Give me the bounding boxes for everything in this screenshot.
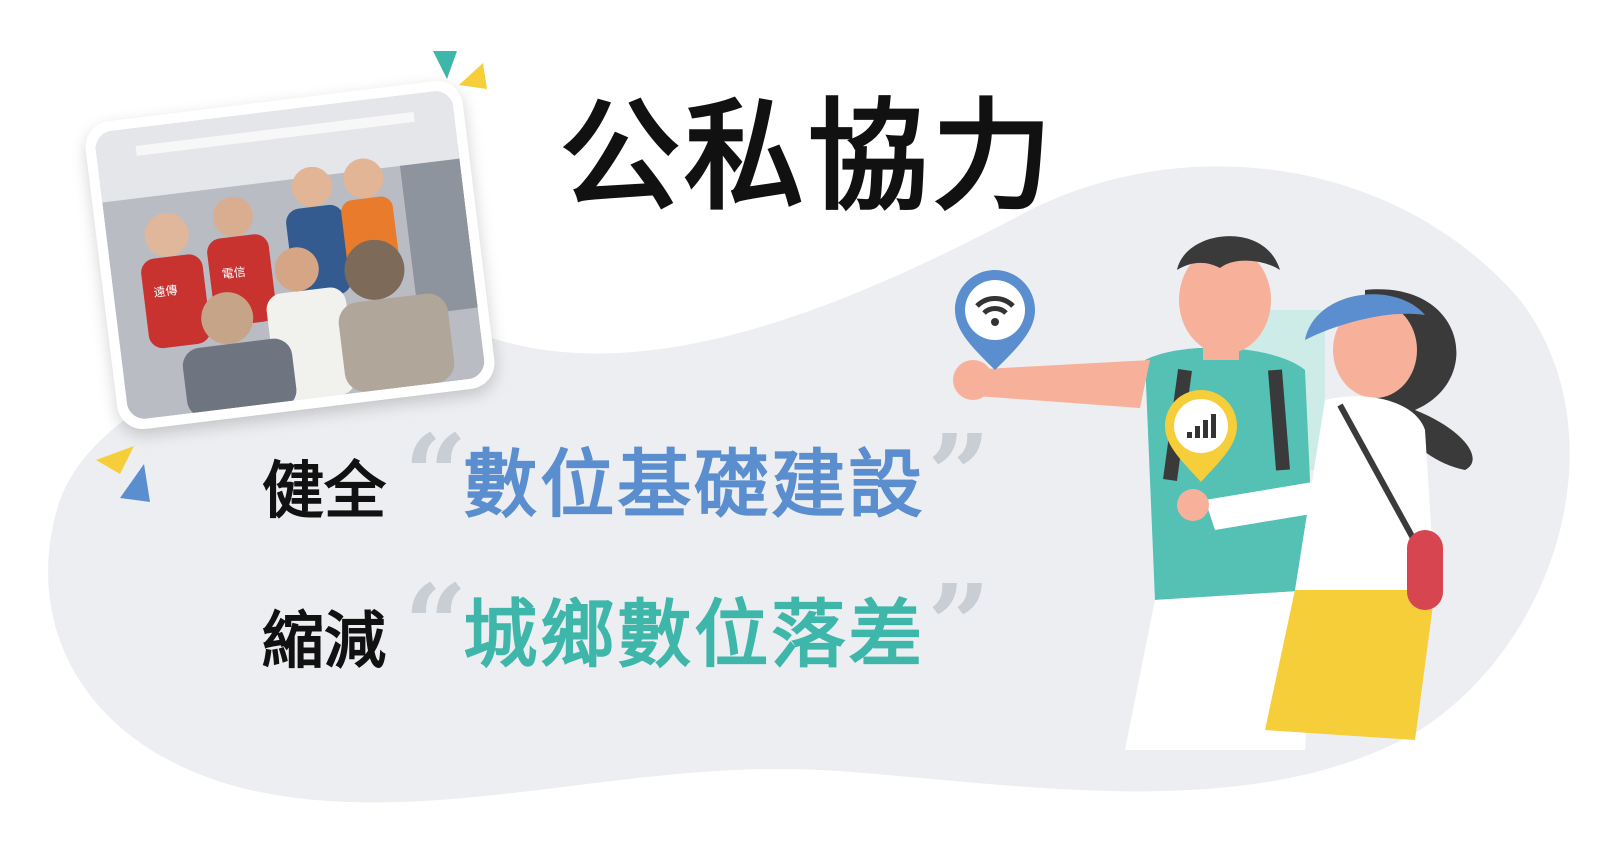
triangle-decoration-icon: [433, 51, 487, 89]
signal-pin-icon: [1165, 390, 1237, 482]
event-photo: 遠傳 電信: [82, 78, 498, 432]
slogan-line-1: 健全 “ 數位基礎建設 ”: [262, 420, 991, 530]
quote-close-mark: ”: [927, 410, 991, 539]
travelers-illustration: [953, 236, 1473, 750]
photo-scene: 遠傳 電信: [93, 89, 487, 421]
man-figure: [953, 236, 1315, 750]
vest-text-left: 遠傳: [153, 283, 179, 300]
slogan-highlight-2: 城鄉數位落差: [463, 591, 926, 678]
slogan-highlight-1: 數位基礎建設: [463, 441, 926, 528]
slogan-line-2: 縮減 “ 城鄉數位落差 ”: [262, 570, 991, 680]
woman-figure: [1177, 289, 1473, 740]
slogan-lead-1: 健全: [262, 454, 387, 527]
quote-close-mark: ”: [927, 560, 991, 689]
triangle-decoration-icon: [96, 446, 150, 502]
quote-open-mark: “: [404, 410, 468, 539]
vest-text-right: 電信: [221, 265, 247, 282]
quote-open-mark: “: [404, 560, 468, 689]
slogan-lead-2: 縮減: [262, 604, 387, 677]
wifi-pin-icon: [955, 270, 1035, 370]
page-title: 公私協力: [560, 88, 1056, 227]
